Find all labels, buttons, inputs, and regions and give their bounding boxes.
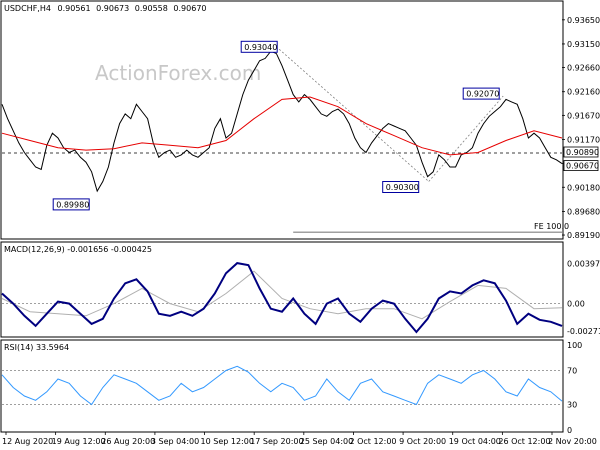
rsi-y-tick-label: 100	[567, 341, 582, 350]
x-tick-label: 19 Aug 12:00	[52, 437, 106, 446]
rsi-y-tick-label: 70	[567, 367, 577, 376]
x-tick-label: 26 Aug 20:00	[101, 437, 155, 446]
rsi-title: RSI(14) 33.5964	[4, 343, 69, 352]
price-y-tick-label: 0.91170	[567, 135, 600, 144]
x-tick-label: 2 Nov 20:00	[548, 437, 597, 446]
price-y-tick-label: 0.89190	[567, 231, 600, 240]
x-tick-label: 2 Oct 12:00	[349, 437, 396, 446]
macd-series	[1, 262, 563, 334]
macd-panel	[0, 241, 564, 338]
x-tick-label: 17 Sep 20:00	[250, 437, 303, 446]
svg-text:0.90670: 0.90670	[566, 162, 599, 171]
price-y-tick-label: 0.91670	[567, 111, 600, 120]
price-y-tick-label: 0.93650	[567, 16, 600, 25]
price-y-tick-label: 0.90180	[567, 183, 600, 192]
price-y-tick-label: 0.89680	[567, 207, 600, 216]
macd-y-tick-label: -0.002713	[567, 327, 600, 336]
x-tick-label: 26 Oct 12:00	[498, 437, 550, 446]
x-tick-label: 9 Oct 20:00	[399, 437, 446, 446]
price-panel	[0, 0, 564, 240]
x-tick-label: 10 Sep 12:00	[201, 437, 254, 446]
annotation-high-nov: 0.92070	[462, 87, 500, 100]
svg-text:0.92070: 0.92070	[466, 90, 499, 99]
svg-text:0.90890: 0.90890	[566, 148, 599, 157]
trend-line-down	[278, 48, 429, 182]
rsi-y-tick-label: 0	[567, 426, 572, 435]
price-title: USDCHF,H4 0.90561 0.90673 0.90558 0.9067…	[4, 4, 207, 13]
rsi-panel	[0, 339, 564, 433]
current-price-tag: 0.90670	[563, 160, 599, 172]
moving-average-series	[1, 96, 563, 156]
svg-text:0.90300: 0.90300	[386, 183, 419, 192]
macd-y-tick-label: 0.00397	[567, 259, 600, 268]
fib-label: FE 100.0	[534, 222, 569, 231]
rsi-series	[1, 365, 563, 406]
rsi-y-axis: 100 70 30 0	[567, 341, 582, 435]
price-y-axis: 0.93650 0.93150 0.92660 0.92160 0.91670 0.911…	[562, 16, 600, 240]
x-tick-label: 12 Aug 2020	[2, 437, 53, 446]
svg-text:0.93040: 0.93040	[244, 43, 277, 52]
price-series	[1, 50, 563, 193]
svg-text:0.89980: 0.89980	[56, 200, 89, 209]
macd-signal-series	[1, 270, 563, 320]
macd-title: MACD(12,26,9) -0.001656 -0.000425	[4, 245, 152, 254]
annotation-low-oct: 0.90300	[382, 181, 420, 193]
x-tick-label: 25 Sep 04:00	[300, 437, 353, 446]
macd-y-axis: 0.00397 0.00 -0.002713	[2, 259, 600, 336]
x-tick-label: 3 Sep 04:00	[151, 437, 199, 446]
annotation-high-sep: 0.93040	[240, 40, 278, 53]
price-y-tick-label: 0.92660	[567, 64, 600, 73]
price-y-tick-label: 0.92160	[567, 88, 600, 97]
macd-y-tick-label: 0.00	[567, 300, 585, 309]
price-y-tick-label: 0.93150	[567, 40, 600, 49]
trend-line-up	[428, 95, 504, 182]
watermark: ActionForex.com	[95, 61, 261, 85]
level-price-tag: 0.90890	[563, 146, 599, 158]
annotation-low-aug: 0.89980	[52, 198, 90, 211]
rsi-y-tick-label: 30	[567, 401, 577, 410]
rsi-levels	[2, 370, 562, 405]
x-tick-label: 19 Oct 04:00	[449, 437, 501, 446]
